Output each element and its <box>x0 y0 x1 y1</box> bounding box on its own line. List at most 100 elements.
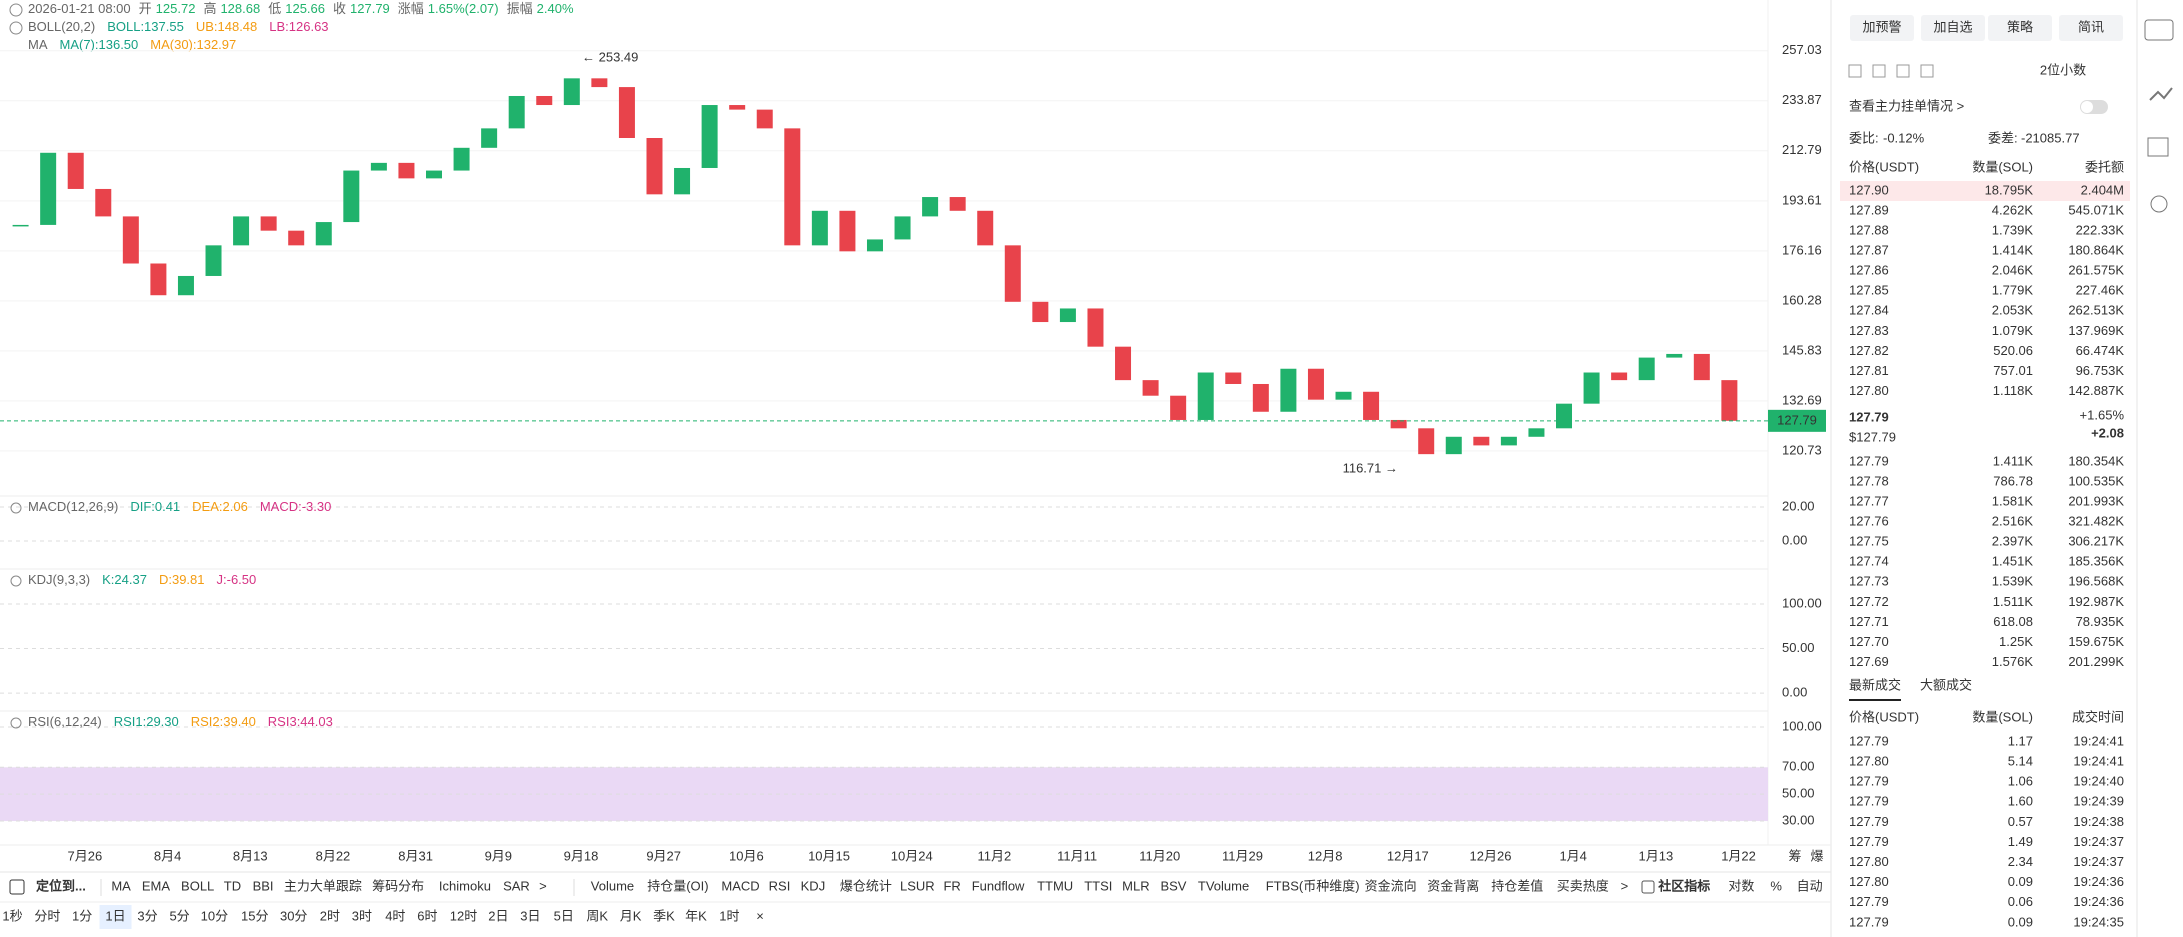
info-item: LB:126.63 <box>269 19 328 34</box>
button-bg[interactable] <box>1921 15 1985 41</box>
axis-corner[interactable]: 筹 <box>1788 848 1801 863</box>
indicator-toggle[interactable]: FR <box>943 878 960 893</box>
indicator-toggle[interactable]: RSI <box>769 878 791 893</box>
interval[interactable]: 1秒 <box>2 908 22 923</box>
indicator-toggle[interactable]: 持仓量(OI) <box>647 878 708 893</box>
interval[interactable]: 1时 <box>719 908 739 923</box>
interval[interactable]: 月K <box>620 908 642 923</box>
indicator-toggle[interactable]: BSV <box>1160 878 1186 893</box>
interval[interactable]: 15分 <box>241 908 268 923</box>
indicator-toggle[interactable]: 主力大单跟踪 <box>284 878 362 893</box>
indicator-toggle[interactable]: FTBS(币种维度) <box>1266 878 1360 893</box>
y-tick-label: 160.28 <box>1782 292 1822 307</box>
book-cell: 2.404M <box>2081 182 2124 197</box>
interval[interactable]: 4时 <box>385 908 405 923</box>
book-cell: 127.71 <box>1849 614 1889 629</box>
indicator-toggle[interactable]: 资金流向 <box>1365 878 1417 893</box>
interval[interactable]: 3时 <box>352 908 372 923</box>
side-icon[interactable] <box>2149 87 2173 101</box>
interval[interactable]: 3日 <box>520 908 540 923</box>
indicator-toggle[interactable]: 买卖热度 <box>1557 878 1609 893</box>
indicator-toggle[interactable]: TTMU <box>1037 878 1073 893</box>
indicator-toggle[interactable]: MA <box>111 878 131 893</box>
interval[interactable]: 2日 <box>488 908 508 923</box>
info-line: 2026-01-21 08:00 开 125.72 高 128.68 低 125.66 收 12… <box>28 1 574 16</box>
interval[interactable]: 2时 <box>320 908 340 923</box>
interval[interactable]: 分时 <box>34 908 60 923</box>
view-icon[interactable] <box>1920 64 1934 78</box>
indicator-toggle[interactable]: EMA <box>142 878 171 893</box>
indicator-toggle[interactable]: > <box>1621 878 1629 893</box>
button-bg[interactable] <box>2059 15 2123 41</box>
indicator-toggle[interactable]: KDJ <box>801 878 826 893</box>
trade-cell: 0.57 <box>2008 814 2033 829</box>
view-icon[interactable] <box>1848 64 1862 78</box>
option[interactable]: 对数 <box>1728 878 1754 893</box>
main-orders[interactable]: 查看主力挂单情况 > <box>1849 98 1964 113</box>
precision[interactable]: 2位小数 <box>2040 62 2086 77</box>
indicator-toggle[interactable]: BOLL <box>181 878 214 893</box>
side-icon[interactable] <box>2150 195 2168 213</box>
interval[interactable]: 1日 <box>105 908 125 923</box>
button[interactable]: 策略 <box>2007 19 2033 34</box>
community-icon[interactable] <box>1641 880 1655 894</box>
tab[interactable]: 最新成交 <box>1849 677 1901 692</box>
interval[interactable]: 年K <box>685 908 707 923</box>
locate-icon[interactable] <box>9 879 25 895</box>
info-item: MA(7):136.50 <box>60 37 139 52</box>
interval[interactable]: 季K <box>653 908 675 923</box>
interval[interactable]: 1分 <box>72 908 92 923</box>
icon[interactable] <box>9 21 23 35</box>
indicator-toggle[interactable]: BBI <box>253 878 274 893</box>
button[interactable]: 加预警 <box>1862 19 1901 34</box>
candle <box>1638 357 1655 381</box>
button[interactable]: 加自选 <box>1933 19 1972 34</box>
close[interactable]: × <box>756 908 764 923</box>
interval[interactable]: 12时 <box>450 908 477 923</box>
button-bg[interactable] <box>1988 15 2052 41</box>
trade-cell: 127.80 <box>1849 874 1889 889</box>
side-icon[interactable] <box>2144 19 2174 41</box>
button-bg[interactable] <box>1850 15 1914 41</box>
candle <box>288 230 305 246</box>
interval[interactable]: 10分 <box>201 908 228 923</box>
indicator-toggle[interactable]: > <box>539 878 547 893</box>
indicator-toggle[interactable]: SAR <box>503 878 530 893</box>
indicator-toggle[interactable]: 筹码分布 <box>372 878 424 893</box>
indicator-toggle[interactable]: TTSI <box>1084 878 1112 893</box>
indicator-toggle[interactable]: TVolume <box>1198 878 1249 893</box>
column-header: 价格(USDT) <box>1849 159 1919 174</box>
indicator-toggle[interactable]: 持仓差值 <box>1491 878 1543 893</box>
candle <box>591 78 608 88</box>
indicator-toggle[interactable]: LSUR <box>900 878 935 893</box>
interval[interactable]: 3分 <box>137 908 157 923</box>
indicator-toggle[interactable]: TD <box>224 878 241 893</box>
side-icon[interactable] <box>2147 137 2169 157</box>
icon[interactable] <box>9 3 23 17</box>
interval-selected <box>99 905 132 929</box>
indicator-toggle[interactable]: Volume <box>591 878 634 893</box>
interval[interactable]: 5日 <box>554 908 574 923</box>
view-icon[interactable] <box>1872 64 1886 78</box>
indicator-toggle[interactable]: MLR <box>1122 878 1149 893</box>
view-icon[interactable] <box>1896 64 1910 78</box>
community[interactable]: 社区指标 <box>1657 878 1710 893</box>
axis-corner[interactable]: 爆 <box>1810 848 1823 863</box>
indicator-toggle[interactable]: 爆仓统计 <box>840 878 892 893</box>
indicator-toggle[interactable]: Ichimoku <box>439 878 491 893</box>
indicator-toggle[interactable]: MACD <box>721 878 759 893</box>
tab[interactable]: 大额成交 <box>1920 677 1972 692</box>
interval[interactable]: 6时 <box>417 908 437 923</box>
candle <box>315 222 332 246</box>
button[interactable]: 简讯 <box>2078 19 2104 34</box>
indicator-toggle[interactable]: 资金背离 <box>1427 878 1479 893</box>
candle <box>1390 419 1407 429</box>
interval[interactable]: 30分 <box>280 908 307 923</box>
indicator-toggle[interactable]: Fundflow <box>972 878 1025 893</box>
book-cell: 1.539K <box>1992 574 2034 589</box>
locate[interactable]: 定位到... <box>35 878 86 893</box>
option[interactable]: % <box>1770 878 1782 893</box>
interval[interactable]: 周K <box>586 908 608 923</box>
option[interactable]: 自动 <box>1797 878 1823 893</box>
interval[interactable]: 5分 <box>169 908 189 923</box>
